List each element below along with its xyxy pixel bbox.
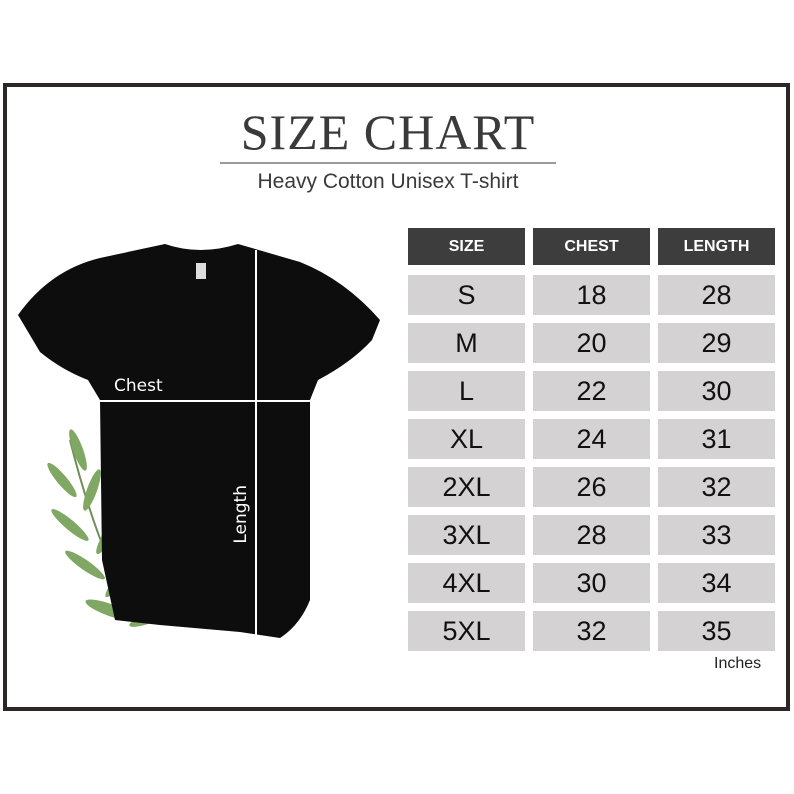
table-cell: L xyxy=(408,371,525,411)
length-label: Length xyxy=(231,485,251,544)
table-cell: 28 xyxy=(533,515,650,555)
table-cell: 32 xyxy=(658,467,775,507)
column-header-size: SIZE xyxy=(408,228,525,265)
table-cell: 3XL xyxy=(408,515,525,555)
table-cell: 32 xyxy=(533,611,650,651)
tshirt-shape xyxy=(18,244,380,638)
table-cell: 30 xyxy=(658,371,775,411)
page-title: SIZE CHART xyxy=(240,104,536,160)
table-cell: S xyxy=(408,275,525,315)
table-cell: 4XL xyxy=(408,563,525,603)
table-cell: 31 xyxy=(658,419,775,459)
table-cell: 22 xyxy=(533,371,650,411)
column-header-chest: CHEST xyxy=(533,228,650,265)
table-cell: 2XL xyxy=(408,467,525,507)
chest-label: Chest xyxy=(114,376,163,396)
title-divider xyxy=(220,162,556,164)
table-cell: XL xyxy=(408,419,525,459)
table-cell: 24 xyxy=(533,419,650,459)
table-cell: 29 xyxy=(658,323,775,363)
table-cell: 33 xyxy=(658,515,775,555)
table-cell: 26 xyxy=(533,467,650,507)
table-cell: 28 xyxy=(658,275,775,315)
tshirt-illustration xyxy=(18,244,380,638)
table-cell: M xyxy=(408,323,525,363)
unit-label: Inches xyxy=(714,655,762,672)
table-cell: 34 xyxy=(658,563,775,603)
table-cell: 18 xyxy=(533,275,650,315)
table-cell: 35 xyxy=(658,611,775,651)
table-cell: 30 xyxy=(533,563,650,603)
neck-label xyxy=(196,263,206,279)
table-cell: 5XL xyxy=(408,611,525,651)
table-cell: 20 xyxy=(533,323,650,363)
column-header-length: LENGTH xyxy=(658,228,775,265)
page-subtitle: Heavy Cotton Unisex T-shirt xyxy=(257,170,519,193)
